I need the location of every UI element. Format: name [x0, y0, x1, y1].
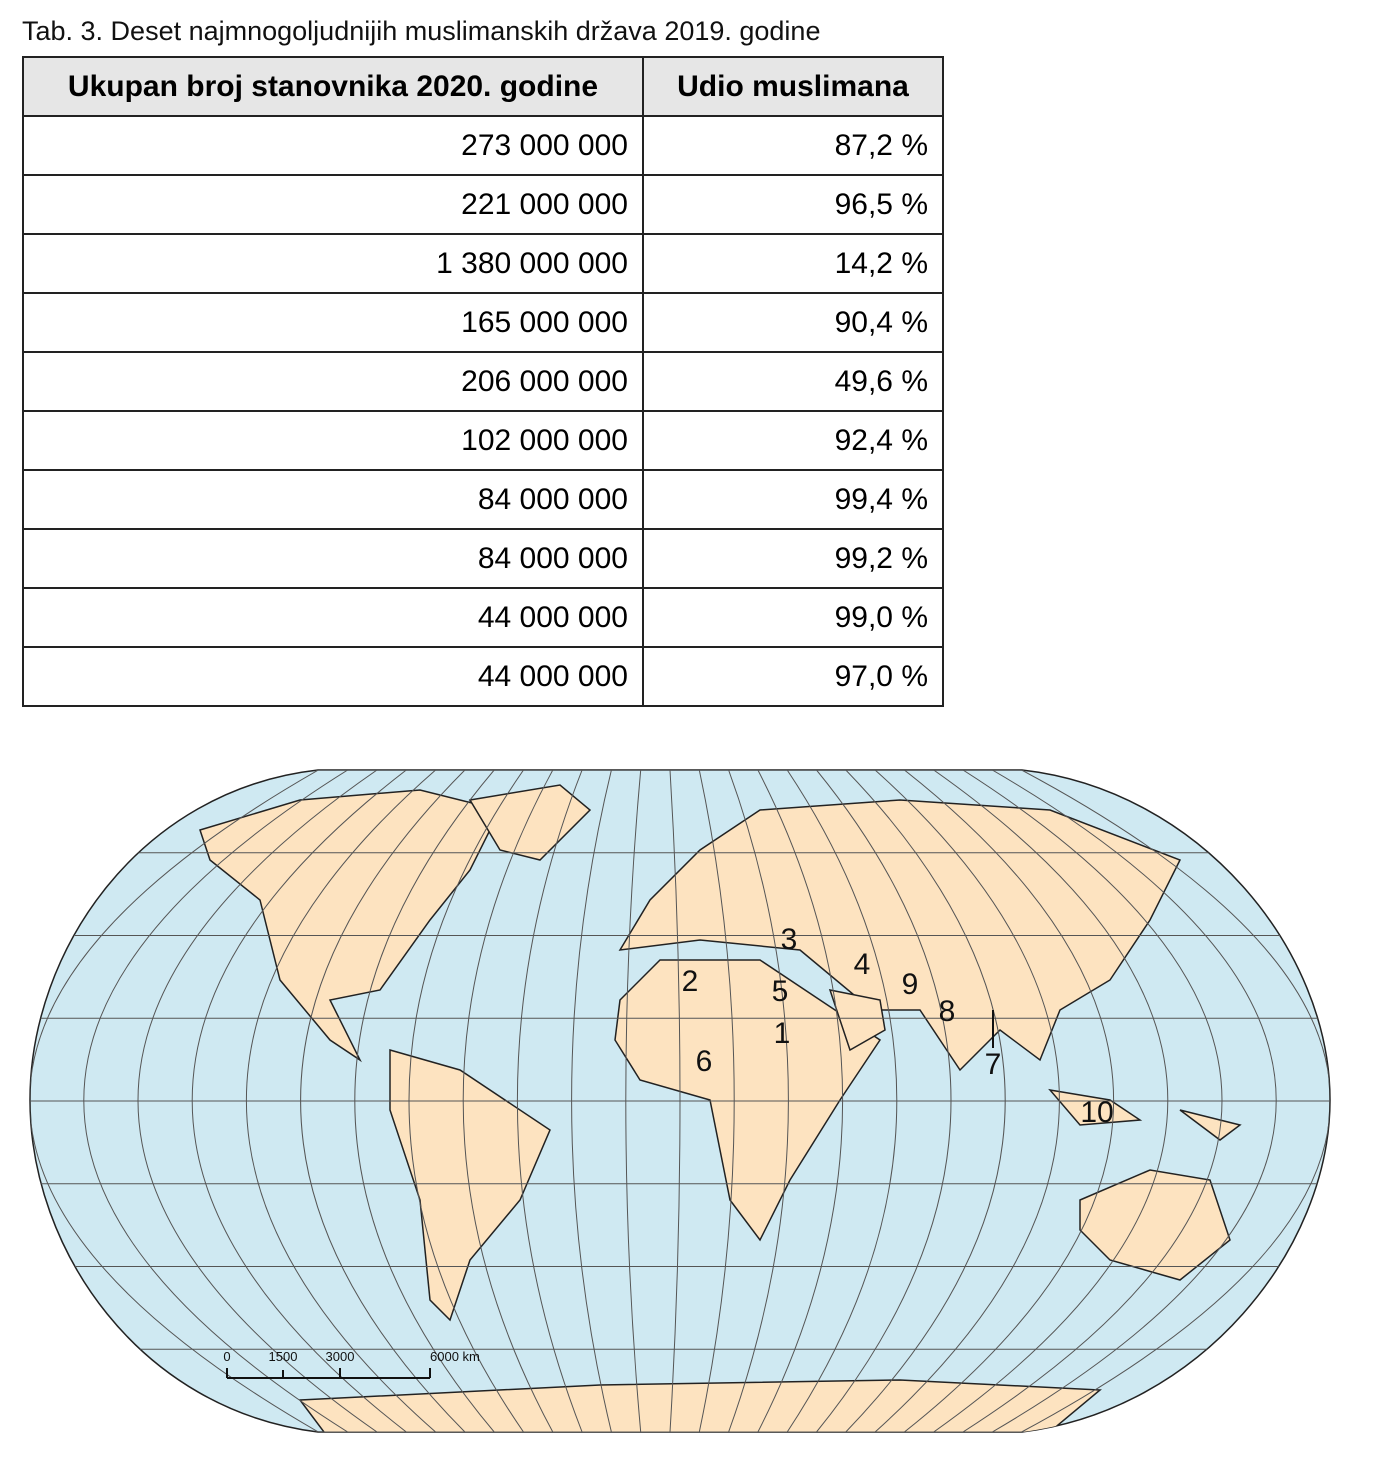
- country-number: 10: [1080, 1096, 1113, 1129]
- table-cell: 92,4 %: [642, 410, 944, 471]
- table-row: 102 000 000 92,4 %: [22, 410, 944, 471]
- country-number: 2: [682, 965, 699, 998]
- meridian: [786, 770, 898, 1432]
- table-cell: 165 000 000: [22, 292, 644, 353]
- country-number: 7: [985, 1048, 1002, 1081]
- graticule: [30, 770, 1330, 1432]
- data-table: Ukupan broj stanovnika 2020. godine Udio …: [22, 56, 944, 707]
- table-cell: 221 000 000: [22, 174, 644, 235]
- meridian: [571, 770, 612, 1432]
- caption: Tab. 3. Deset najmnogoljudnijih musliman…: [22, 16, 821, 46]
- table-cell: 84 000 000: [22, 528, 644, 589]
- meridian: [728, 770, 789, 1432]
- africa: [614, 959, 882, 1242]
- table-row: 44 000 000 99,0 %: [22, 587, 944, 648]
- scale-label: 0: [223, 1349, 230, 1364]
- table-cell: 273 000 000: [22, 115, 644, 176]
- meridian: [962, 770, 1223, 1432]
- country-number: 3: [781, 923, 798, 956]
- table-cell: 99,0 %: [642, 587, 944, 648]
- table-row: 44 000 000 97,0 %: [22, 646, 944, 707]
- meridian: [669, 770, 681, 1432]
- meridian: [300, 770, 466, 1432]
- table-row: 221 000 000 96,5 %: [22, 174, 944, 235]
- country-number: 5: [772, 975, 789, 1008]
- north-america: [199, 789, 502, 1063]
- meridian: [245, 770, 436, 1432]
- table-cell: 44 000 000: [22, 646, 644, 707]
- meridian: [516, 770, 583, 1432]
- scale-label: 3000: [326, 1349, 355, 1364]
- table-body: 273 000 000 87,2 % 221 000 000 96,5 % 1 380 …: [22, 115, 944, 707]
- scale-label: 6000 km: [430, 1349, 480, 1364]
- table-cell: 99,2 %: [642, 528, 944, 589]
- meridian: [874, 770, 1060, 1432]
- world-map: 1 2 3 4 5 6 789 10 0 1500 3000 6000 km: [29, 769, 1331, 1433]
- table-cell: 87,2 %: [642, 115, 944, 176]
- table-cell: 44 000 000: [22, 587, 644, 648]
- greenland: [468, 784, 592, 861]
- scale-labels: 0 1500 3000 6000 km: [223, 1349, 479, 1364]
- header-row: Ukupan broj stanovnika 2020. godine Udio …: [22, 56, 944, 117]
- country-number: 1: [774, 1017, 791, 1050]
- meridian: [83, 770, 348, 1432]
- land: [199, 784, 1242, 1432]
- table-row: 273 000 000 87,2 %: [22, 115, 944, 176]
- table-row: 84 000 000 99,2 %: [22, 528, 944, 589]
- column-header: Ukupan broj stanovnika 2020. godine: [22, 56, 644, 117]
- table-cell: 99,4 %: [642, 469, 944, 530]
- country-number: 9: [902, 968, 919, 1001]
- table-cell: 90,4 %: [642, 292, 944, 353]
- table-cell: 102 000 000: [22, 410, 644, 471]
- country-number: 6: [696, 1045, 713, 1078]
- south-america: [389, 1049, 551, 1322]
- table-cell: 1 380 000 000: [22, 233, 644, 294]
- meridian: [408, 770, 524, 1432]
- meridian: [191, 770, 407, 1432]
- arabia: [828, 989, 886, 1052]
- meridian: [845, 770, 1006, 1432]
- meridian: [992, 770, 1277, 1432]
- meridian: [137, 770, 378, 1432]
- meridian: [354, 770, 495, 1432]
- table-cell: 96,5 %: [642, 174, 944, 235]
- country-number: 4: [854, 948, 871, 981]
- antarctica: [298, 1379, 1102, 1432]
- table-cell: 14,2 %: [642, 233, 944, 294]
- meridian: [625, 770, 642, 1432]
- meridian: [933, 770, 1169, 1432]
- meridian: [816, 770, 952, 1432]
- meridian: [904, 770, 1114, 1432]
- australia: [1079, 1169, 1231, 1281]
- country-number: 8: [939, 995, 956, 1028]
- indonesia: [1048, 1088, 1143, 1126]
- scale-bar: [226, 1368, 431, 1379]
- column-header: Udio muslimana: [642, 56, 944, 117]
- meridian: [698, 770, 735, 1432]
- meridian: [757, 770, 843, 1432]
- table-row: 206 000 000 49,6 %: [22, 351, 944, 412]
- table-row: 84 000 000 99,4 %: [22, 469, 944, 530]
- meridian: [1021, 770, 1330, 1432]
- table-row: 165 000 000 90,4 %: [22, 292, 944, 353]
- new-guinea: [1179, 1109, 1242, 1141]
- meridian: [30, 770, 319, 1432]
- meridian: [462, 770, 554, 1432]
- table-cell: 97,0 %: [642, 646, 944, 707]
- table-cell: 49,6 %: [642, 351, 944, 412]
- scale-label: 1500: [269, 1349, 298, 1364]
- table-row: 1 380 000 000 14,2 %: [22, 233, 944, 294]
- map-labels: 1 2 3 4 5 6 789 10: [682, 923, 1114, 1129]
- table-cell: 206 000 000: [22, 351, 644, 412]
- table-cell: 84 000 000: [22, 469, 644, 530]
